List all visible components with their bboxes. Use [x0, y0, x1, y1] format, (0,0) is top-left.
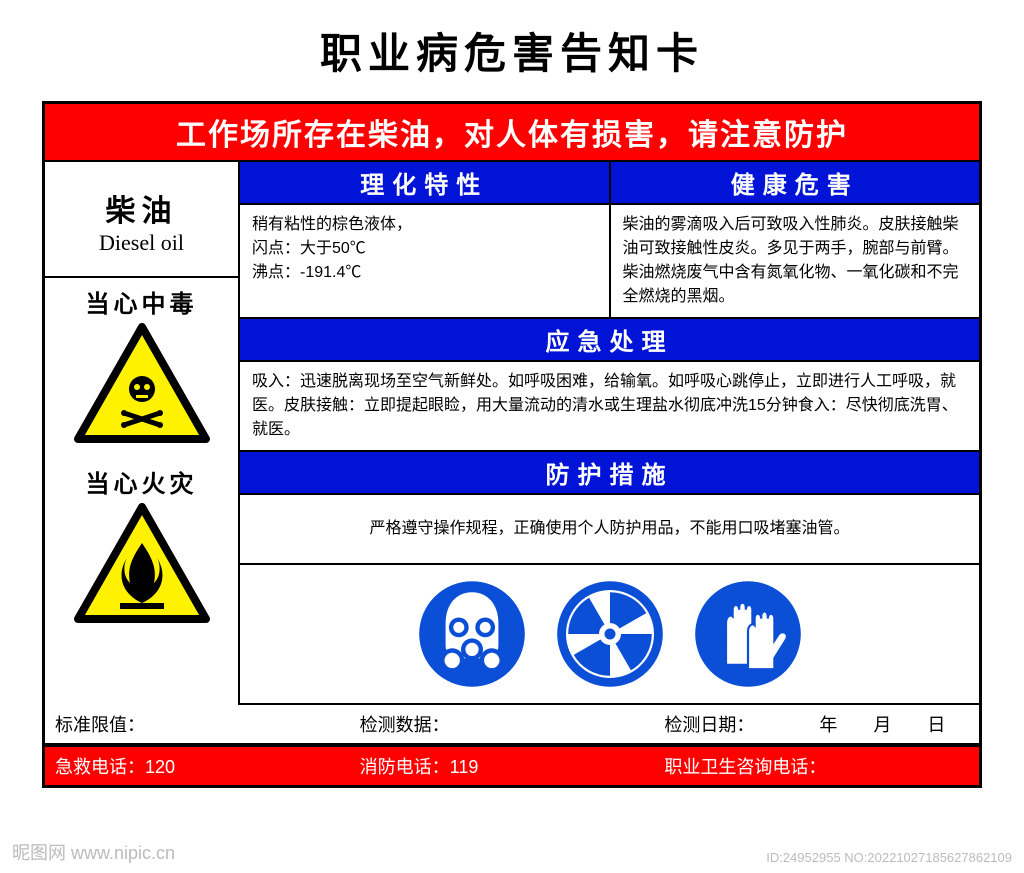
phys-line-1: 稍有粘性的棕色液体，	[252, 213, 597, 237]
section-emerg-header: 应急处理	[240, 319, 979, 362]
section-protect-body: 严格遵守操作规程，正确使用个人防护用品，不能用口吸堵塞油管。	[240, 495, 979, 563]
left-column: 柴油 Diesel oil 当心中毒	[45, 162, 240, 705]
warn-fire-icon	[45, 499, 238, 638]
limit-label: 标准限值：	[55, 711, 360, 737]
ppe-icons-row	[240, 565, 979, 705]
data-label: 检测数据：	[360, 711, 665, 737]
right-column: 理化特性 稍有粘性的棕色液体， 闪点：大于50℃ 沸点：-191.4℃ 健康危害…	[240, 162, 979, 705]
ppe-mask-icon	[417, 579, 527, 689]
section-protect-header: 防护措施	[240, 452, 979, 495]
watermark-right: ID:24952955 NO:20221027185627862109	[766, 850, 1012, 865]
hazard-card: 职业病危害告知卡 工作场所存在柴油，对人体有损害，请注意防护 柴油 Diesel…	[42, 20, 982, 788]
section-emerg-body: 吸入：迅速脱离现场至空气新鲜处。如呼吸困难，给输氧。如呼吸心跳停止，立即进行人工…	[240, 362, 979, 450]
section-phys-header: 理化特性	[240, 162, 609, 205]
phys-line-3: 沸点：-191.4℃	[252, 261, 597, 285]
footer-limits-row: 标准限值： 检测数据： 检测日期： 年 月 日	[45, 705, 979, 745]
hotline-emergency: 急救电话：120	[55, 753, 360, 779]
substance-name-en: Diesel oil	[45, 230, 238, 276]
date-label: 检测日期：	[664, 715, 754, 735]
hotlines-row: 急救电话：120 消防电话：119 职业卫生咨询电话：	[45, 745, 979, 785]
date-units: 年 月 日	[819, 715, 945, 735]
warn-poison-label: 当心中毒	[45, 278, 238, 319]
section-health-body: 柴油的雾滴吸入后可致吸入性肺炎。皮肤接触柴油可致接触性皮炎。多见于两手，腕部与前…	[611, 205, 980, 317]
page-title: 职业病危害告知卡	[42, 20, 982, 81]
hotline-fire: 消防电话：119	[360, 753, 665, 779]
main-grid: 柴油 Diesel oil 当心中毒	[45, 160, 979, 705]
warn-poison-icon	[45, 319, 238, 458]
card-frame: 工作场所存在柴油，对人体有损害，请注意防护 柴油 Diesel oil 当心中毒	[42, 101, 982, 788]
substance-name-cn: 柴油	[45, 162, 238, 230]
date-cell: 检测日期： 年 月 日	[664, 711, 969, 737]
section-health-header: 健康危害	[611, 162, 980, 205]
ppe-ventilation-icon	[555, 579, 665, 689]
watermark-left: 昵图网 www.nipic.cn	[12, 839, 175, 865]
phys-line-2: 闪点：大于50℃	[252, 237, 597, 261]
banner-top: 工作场所存在柴油，对人体有损害，请注意防护	[45, 104, 979, 160]
ppe-gloves-icon	[693, 579, 803, 689]
section-phys-body: 稍有粘性的棕色液体， 闪点：大于50℃ 沸点：-191.4℃	[240, 205, 609, 293]
warn-fire-label: 当心火灾	[45, 458, 238, 499]
hotline-occ: 职业卫生咨询电话：	[664, 753, 969, 779]
